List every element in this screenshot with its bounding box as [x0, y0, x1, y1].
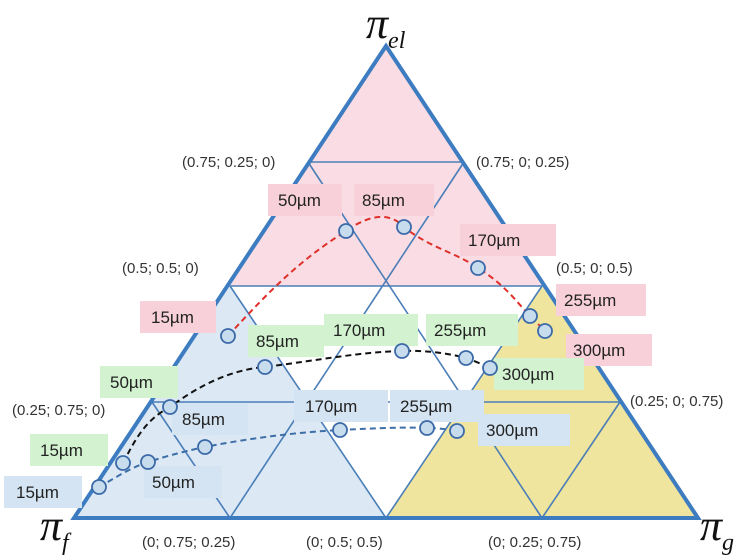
coord-label: (0.75; 0; 0.25) — [476, 154, 569, 171]
marker-red-255 — [522, 308, 538, 324]
marker-red-170 — [470, 260, 486, 276]
tag-box — [144, 466, 222, 498]
marker-blue-85 — [197, 439, 213, 455]
triangle-outline — [70, 42, 702, 520]
marker-black-50 — [162, 399, 178, 415]
tag-box — [4, 476, 82, 508]
marker-black-255 — [458, 350, 474, 366]
grid-line — [541, 401, 621, 519]
point-tag: 15µm — [16, 483, 59, 502]
point-tag: 50µm — [152, 473, 195, 492]
tag-box — [100, 366, 178, 398]
grid-line — [307, 161, 543, 519]
tag-box — [478, 414, 570, 446]
point-tag: 15µm — [151, 308, 194, 327]
marker-red-15 — [220, 328, 236, 344]
tag-box — [294, 390, 388, 422]
marker-blue-15 — [91, 479, 107, 495]
coord-label: (0.5; 0; 0.5) — [556, 260, 633, 277]
point-tag: 255µm — [564, 291, 616, 310]
grid-line — [151, 401, 231, 519]
coord-label: (0.5; 0.5; 0) — [122, 260, 199, 277]
tag-box — [30, 434, 108, 466]
tag-box — [460, 224, 556, 256]
vertex-label-right: πg — [700, 501, 734, 556]
tag-box — [390, 390, 484, 422]
point-tag: 85µm — [256, 332, 299, 351]
point-tag: 50µm — [110, 373, 153, 392]
point-tag: 170µm — [333, 321, 385, 340]
point-tag: 85µm — [182, 410, 225, 429]
marker-red-50 — [338, 223, 354, 239]
tag-box — [172, 403, 248, 435]
marker-red-85 — [396, 219, 412, 235]
point-tag: 170µm — [468, 231, 520, 250]
vertex-label-left: πf — [40, 501, 72, 556]
point-tag: 255µm — [400, 397, 452, 416]
series-blue: 15µm 50µm 85µm 170µm 255µm 300µm — [4, 390, 570, 508]
point-tag: 170µm — [305, 397, 357, 416]
marker-black-15 — [115, 455, 131, 471]
tag-box — [140, 301, 216, 333]
tag-box — [248, 325, 324, 357]
point-tag: 85µm — [362, 191, 405, 210]
coord-label: (0.75; 0.25; 0) — [182, 154, 275, 171]
marker-blue-50 — [140, 454, 156, 470]
marker-black-170 — [394, 343, 410, 359]
point-tag: 300µm — [573, 341, 625, 360]
tag-box — [354, 184, 434, 216]
tag-box — [426, 314, 518, 346]
point-tag: 255µm — [434, 321, 486, 340]
tag-box — [268, 184, 342, 216]
coord-label: (0; 0.75; 0.25) — [142, 534, 235, 551]
marker-blue-170 — [332, 422, 348, 438]
tag-box — [494, 358, 584, 390]
coord-label: (0; 0.5; 0.5) — [306, 534, 383, 551]
point-tag: 300µm — [486, 421, 538, 440]
marker-black-85 — [257, 359, 273, 375]
coord-label: (0; 0.25; 0.75) — [488, 534, 581, 551]
point-tag: 300µm — [502, 365, 554, 384]
point-tag: 50µm — [278, 191, 321, 210]
marker-red-300 — [537, 323, 553, 339]
tag-box — [556, 284, 646, 316]
coordinate-labels: (0.75; 0.25; 0) (0.75; 0; 0.25) (0.5; 0.… — [12, 154, 723, 551]
point-tag: 15µm — [40, 441, 83, 460]
series-green: 15µm 50µm 85µm 170µm 255µm 300µm — [30, 314, 584, 466]
tag-box — [324, 314, 418, 346]
marker-blue-255 — [419, 420, 435, 436]
coord-label: (0.25; 0.75; 0) — [12, 402, 105, 419]
marker-blue-300 — [449, 423, 465, 439]
marker-black-300 — [482, 360, 498, 376]
coord-label: (0.25; 0; 0.75) — [630, 393, 723, 410]
vertex-label-top: πel — [366, 0, 406, 54]
markers — [91, 219, 553, 495]
series-pink: 15µm 50µm 85µm 170µm 255µm 300µm — [140, 184, 652, 366]
